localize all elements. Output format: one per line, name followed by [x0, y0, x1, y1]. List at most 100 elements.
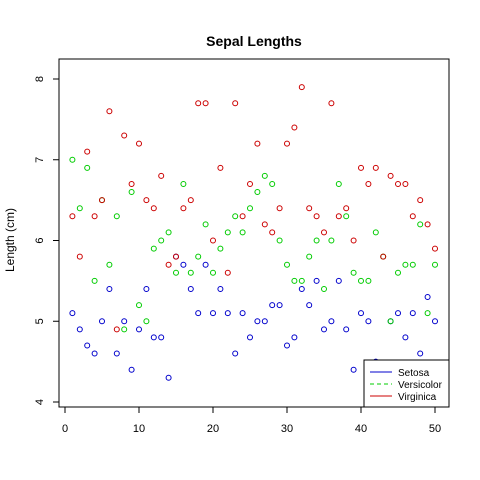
y-axis: 4 5 6 7 8 [34, 76, 59, 405]
point-setosa [395, 310, 401, 317]
x-tick-label: 40 [355, 423, 367, 435]
point-versicolor [395, 269, 401, 276]
point-versicolor [432, 261, 438, 268]
point-virginica [106, 108, 113, 115]
point-virginica [409, 213, 416, 220]
y-tick-label: 5 [34, 318, 46, 324]
point-virginica [291, 124, 298, 131]
point-versicolor [276, 237, 283, 244]
point-setosa [121, 318, 128, 325]
point-versicolor [350, 269, 357, 276]
point-setosa [306, 302, 313, 309]
point-setosa [91, 350, 98, 357]
point-versicolor [84, 164, 91, 171]
point-versicolor [113, 213, 120, 220]
point-versicolor [409, 261, 416, 268]
point-versicolor [173, 269, 179, 276]
point-virginica [91, 213, 98, 220]
point-virginica [150, 205, 157, 212]
point-virginica [298, 84, 305, 91]
point-setosa [269, 302, 276, 309]
point-setosa [365, 318, 372, 325]
point-setosa [195, 310, 202, 317]
point-versicolor [298, 277, 305, 284]
chart-title: Sepal Lengths [206, 33, 302, 49]
point-virginica [432, 245, 438, 252]
point-setosa [99, 318, 105, 325]
point-virginica [254, 140, 261, 147]
point-versicolor [165, 229, 172, 236]
point-virginica [76, 253, 83, 260]
point-setosa [143, 285, 150, 292]
point-virginica [210, 237, 216, 244]
point-versicolor [195, 253, 202, 260]
point-virginica [328, 100, 335, 107]
point-virginica [232, 100, 239, 107]
point-virginica [128, 180, 135, 187]
point-setosa [343, 326, 350, 333]
point-virginica [395, 180, 401, 187]
plot-frame [58, 58, 450, 408]
point-virginica [180, 205, 187, 212]
point-setosa [150, 334, 157, 341]
point-versicolor [261, 172, 268, 179]
x-tick-label: 10 [133, 423, 145, 435]
point-versicolor [387, 318, 394, 325]
point-setosa [165, 374, 172, 381]
point-setosa [321, 326, 327, 333]
point-setosa [335, 277, 342, 284]
point-versicolor [402, 261, 409, 268]
point-setosa [76, 326, 83, 333]
y-tick-label: 4 [34, 399, 46, 405]
point-setosa [254, 318, 261, 325]
point-virginica [84, 148, 91, 155]
point-virginica [335, 213, 342, 220]
point-virginica [136, 140, 142, 147]
y-tick-label: 7 [34, 157, 46, 163]
point-versicolor [180, 180, 187, 187]
point-versicolor [365, 277, 372, 284]
point-versicolor [372, 229, 379, 236]
point-virginica [372, 164, 379, 171]
point-virginica [113, 326, 120, 333]
point-setosa [106, 285, 113, 292]
point-virginica [402, 180, 409, 187]
point-versicolor [313, 237, 320, 244]
point-setosa [432, 318, 438, 325]
point-setosa [180, 261, 187, 268]
legend-label-virginica: Virginica [398, 392, 437, 403]
point-virginica [424, 221, 431, 228]
point-virginica [195, 100, 202, 107]
point-setosa [298, 285, 305, 292]
point-setosa [136, 326, 142, 333]
point-virginica [358, 164, 364, 171]
point-virginica [417, 197, 424, 204]
point-virginica [202, 100, 209, 107]
x-axis: 0 10 20 30 40 50 [62, 407, 441, 435]
point-versicolor [210, 269, 216, 276]
point-setosa [217, 285, 224, 292]
point-versicolor [143, 318, 150, 325]
point-versicolor [224, 229, 231, 236]
point-setosa [291, 334, 298, 341]
point-setosa [247, 334, 253, 341]
point-virginica [269, 229, 276, 236]
x-tick-label: 0 [62, 423, 68, 435]
point-versicolor [150, 245, 157, 252]
point-setosa [284, 342, 290, 349]
data-points [69, 84, 438, 381]
point-virginica [284, 140, 290, 147]
point-setosa [158, 334, 165, 341]
x-tick-label: 30 [281, 423, 293, 435]
point-virginica [261, 221, 268, 228]
point-versicolor [69, 156, 76, 163]
point-virginica [69, 213, 76, 220]
point-setosa [350, 366, 357, 373]
point-virginica [380, 253, 387, 260]
point-virginica [121, 132, 128, 139]
point-versicolor [202, 221, 209, 228]
point-setosa [261, 318, 268, 325]
point-versicolor [158, 237, 165, 244]
point-setosa [358, 310, 364, 317]
legend-label-versicolor: Versicolor [398, 380, 443, 391]
